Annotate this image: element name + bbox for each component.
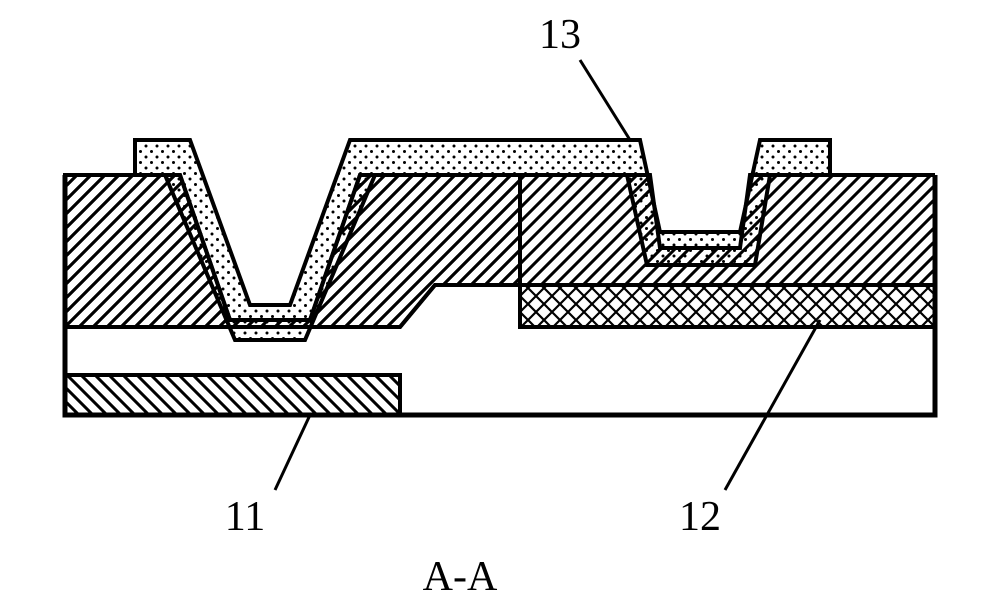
leader-11	[275, 415, 310, 490]
crosshatch-layer-12	[520, 285, 935, 327]
leader-13	[580, 60, 630, 140]
cross-section-figure: 13 11 12 A-A	[0, 0, 988, 608]
section-label: A-A	[423, 554, 498, 600]
label-13: 13	[539, 12, 581, 58]
leader-12	[725, 320, 820, 490]
label-11: 11	[225, 494, 265, 540]
label-12: 12	[679, 494, 721, 540]
bottom-layer-11	[65, 375, 400, 415]
